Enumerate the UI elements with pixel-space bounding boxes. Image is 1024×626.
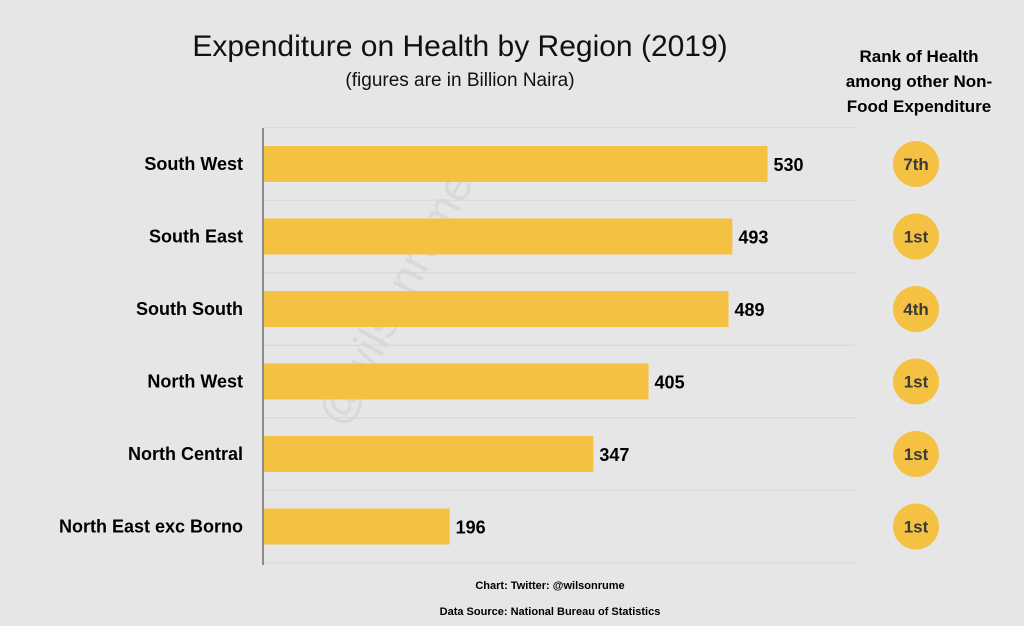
bar — [263, 291, 729, 327]
category-label: South East — [149, 227, 243, 247]
rank-label: 7th — [903, 155, 929, 174]
rank-label: 1st — [904, 518, 929, 537]
rank-label: 4th — [903, 300, 929, 319]
rank-badge — [893, 431, 939, 477]
bar — [263, 436, 594, 472]
category-label: South West — [144, 154, 243, 174]
bar — [263, 508, 450, 545]
rank-header-line-1: Rank of Health — [859, 47, 979, 66]
rank-label: 1st — [904, 445, 929, 464]
rank-badge — [893, 358, 939, 405]
category-label: North West — [147, 372, 243, 392]
bar — [263, 363, 649, 400]
chart-subtitle: (figures are in Billion Naira) — [345, 70, 575, 91]
rank-header-line-2: among other Non- — [845, 72, 993, 91]
chart-title: Expenditure on Health by Region (2019) — [192, 30, 728, 63]
data-label: 347 — [599, 445, 629, 465]
rank-column-header: Rank of Health among other Non- Food Exp… — [834, 44, 1004, 119]
data-source: Data Source: National Bureau of Statisti… — [439, 606, 661, 618]
bar — [263, 146, 768, 182]
category-label: North Central — [128, 444, 243, 464]
rank-badge — [893, 141, 939, 187]
rank-header-line-3: Food Expenditure — [846, 97, 992, 116]
rank-label: 1st — [904, 228, 929, 247]
chart-credit: Chart: Twitter: @wilsonrume — [475, 580, 625, 592]
data-label: 489 — [735, 300, 765, 320]
data-label: 530 — [774, 155, 804, 175]
category-label: North East exc Borno — [59, 517, 243, 537]
rank-badge — [893, 503, 939, 550]
category-label: South South — [136, 299, 243, 319]
bar — [263, 218, 733, 255]
rank-badge — [893, 213, 939, 260]
rank-label: 1st — [904, 373, 929, 392]
data-label: 493 — [738, 228, 768, 248]
rank-badge — [893, 286, 939, 332]
data-label: 405 — [655, 373, 685, 393]
data-label: 196 — [456, 518, 486, 538]
